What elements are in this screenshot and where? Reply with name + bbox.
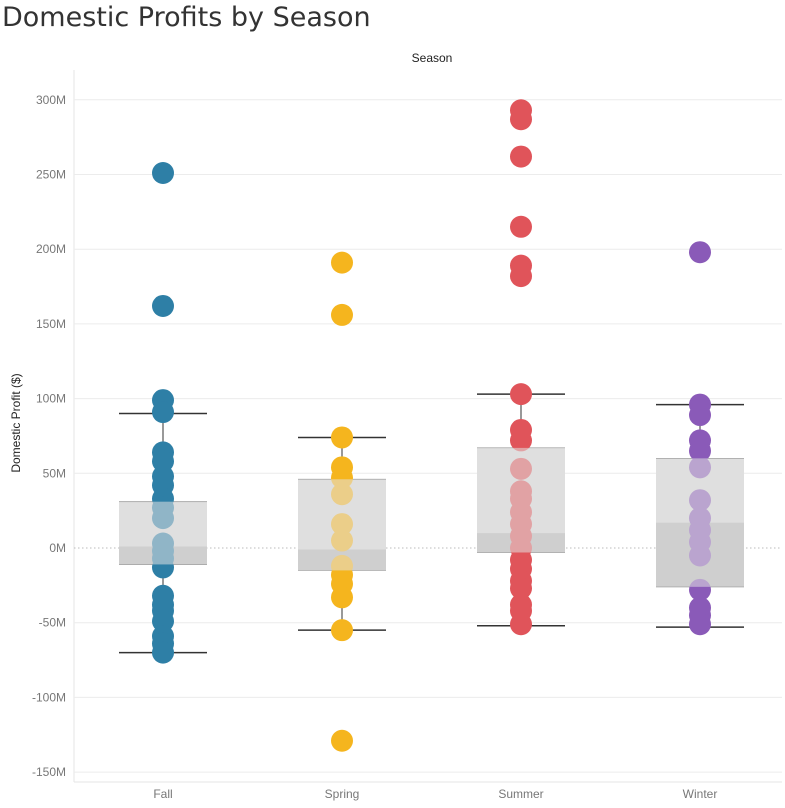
y-tick-label: -150M	[32, 765, 66, 779]
y-tick-label: -100M	[32, 690, 66, 704]
gridlines	[73, 70, 782, 783]
data-point-spring[interactable]	[331, 619, 353, 642]
box-overlay-summer	[477, 447, 565, 553]
y-tick-label: 150M	[36, 317, 66, 331]
data-point-fall[interactable]	[152, 401, 174, 424]
x-tick-label: Summer	[498, 787, 543, 801]
y-tick-label: 100M	[36, 392, 66, 406]
data-point-winter[interactable]	[689, 404, 711, 427]
data-point-summer[interactable]	[510, 145, 532, 168]
data-point-spring[interactable]	[331, 586, 353, 609]
y-axis-title: Domestic Profit ($)	[9, 373, 23, 472]
data-point-spring[interactable]	[331, 729, 353, 752]
data-point-fall[interactable]	[152, 162, 174, 185]
box-overlay-spring	[298, 479, 386, 571]
data-point-spring[interactable]	[331, 251, 353, 274]
y-tick-label: 50M	[43, 466, 66, 480]
y-tick-label: 0M	[49, 541, 66, 555]
x-axis: Fall Spring Summer Winter	[153, 787, 717, 801]
data-point-summer[interactable]	[510, 265, 532, 288]
x-tick-label: Fall	[153, 787, 172, 801]
data-point-winter[interactable]	[689, 241, 711, 264]
data-point-summer[interactable]	[510, 383, 532, 406]
y-tick-label: -50M	[39, 616, 66, 630]
x-tick-label: Spring	[325, 787, 360, 801]
box-overlay-winter	[656, 458, 744, 587]
data-point-summer[interactable]	[510, 577, 532, 600]
column-header: Season	[412, 51, 453, 65]
data-point-summer[interactable]	[510, 108, 532, 131]
data-point-winter[interactable]	[689, 439, 711, 462]
boxes	[119, 393, 744, 654]
data-point-summer[interactable]	[510, 215, 532, 238]
data-point-spring[interactable]	[331, 426, 353, 449]
chart-title: Domestic Profits by Season	[2, 2, 371, 33]
box-overlay-fall	[119, 501, 207, 565]
y-tick-label: 300M	[36, 93, 66, 107]
data-point-fall[interactable]	[152, 641, 174, 664]
data-points	[119, 99, 744, 752]
data-point-summer[interactable]	[510, 613, 532, 636]
data-point-spring[interactable]	[331, 303, 353, 326]
x-tick-label: Winter	[683, 787, 718, 801]
data-point-winter[interactable]	[689, 613, 711, 636]
y-tick-label: 250M	[36, 168, 66, 182]
y-tick-label: 200M	[36, 242, 66, 256]
data-point-fall[interactable]	[152, 294, 174, 317]
data-point-summer[interactable]	[510, 429, 532, 452]
y-axis: 300M 250M 200M 150M 100M 50M 0M -50M -100M -150M	[32, 93, 66, 779]
